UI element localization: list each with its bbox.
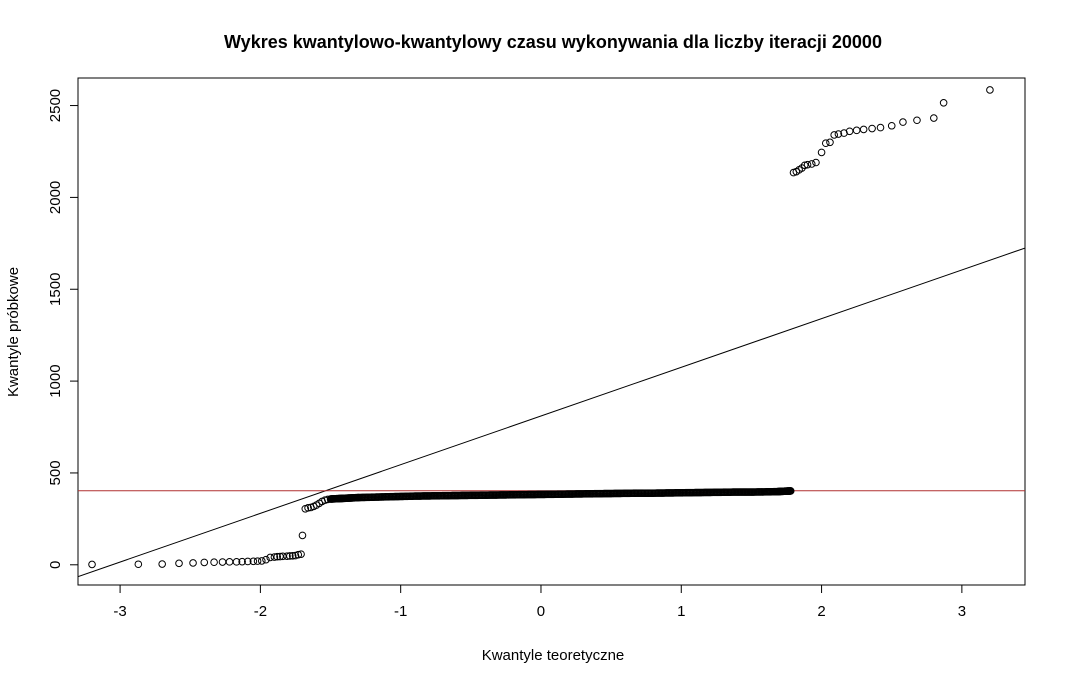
data-point [189, 559, 197, 567]
y-tick-label: 1500 [47, 273, 64, 306]
data-point [821, 139, 830, 148]
data-point [913, 116, 921, 125]
data-point [158, 560, 166, 568]
y-tick-label: 0 [47, 561, 64, 569]
x-tick-label: 1 [677, 603, 685, 620]
data-point [298, 531, 307, 540]
y-tick-label: 2500 [47, 89, 64, 122]
y-axis-label: Kwantyle próbkowe [5, 267, 22, 397]
data-point [830, 131, 838, 139]
data-point [876, 123, 885, 132]
data-point [210, 558, 218, 567]
data-point [218, 558, 227, 566]
data-point [868, 124, 876, 133]
data-point [283, 552, 291, 560]
reference-lines [78, 247, 1025, 578]
x-tick-label: 2 [817, 603, 825, 620]
data-point [845, 127, 854, 136]
qq-reference-line [78, 247, 1025, 578]
data-point [288, 551, 297, 560]
data-point [200, 558, 209, 567]
data-point [294, 550, 303, 559]
data-point [859, 125, 868, 134]
data-point [225, 558, 234, 566]
data-point [262, 555, 270, 564]
data-point [986, 86, 994, 94]
data-point [257, 557, 266, 565]
plot-area: -3 -2 -1 0 1 2 3 0 500 1000 1500 2000 2500 [47, 77, 1026, 620]
data-point [786, 487, 795, 495]
data-point [887, 121, 896, 130]
data-point [134, 560, 143, 569]
data-point [939, 98, 948, 107]
data-points [88, 86, 994, 569]
data-point [817, 148, 826, 157]
data-point [812, 158, 820, 167]
data-point [253, 557, 262, 565]
data-point [249, 557, 258, 566]
x-tick-label: -2 [254, 603, 267, 620]
chart-title: Wykres kwantylowo-kwantylowy czasu wykon… [224, 32, 882, 52]
data-point [232, 558, 241, 566]
data-point [88, 560, 96, 569]
x-tick-label: 3 [958, 603, 966, 620]
y-tick-label: 1000 [47, 364, 64, 397]
data-point [286, 552, 294, 560]
x-tick-label: 0 [537, 603, 545, 620]
data-point [270, 553, 279, 561]
data-point [899, 118, 907, 126]
y-tick-label: 500 [47, 460, 64, 485]
data-point [243, 557, 252, 566]
data-point [834, 130, 843, 138]
data-point [803, 160, 812, 169]
data-point [273, 552, 282, 561]
data-point [852, 126, 861, 135]
data-point [800, 161, 809, 170]
plot-frame [77, 77, 1026, 586]
data-point [930, 114, 938, 122]
data-point [297, 550, 305, 558]
y-tick-label: 2000 [47, 181, 64, 214]
x-tick-label: -3 [113, 603, 126, 620]
data-point [175, 559, 183, 568]
data-point [238, 557, 246, 566]
data-point [840, 129, 848, 137]
data-point [826, 138, 834, 147]
x-tick-label: -1 [394, 603, 407, 620]
data-point [304, 504, 312, 512]
x-axis-label: Kwantyle teoretyczne [482, 647, 625, 664]
data-point [807, 160, 816, 168]
